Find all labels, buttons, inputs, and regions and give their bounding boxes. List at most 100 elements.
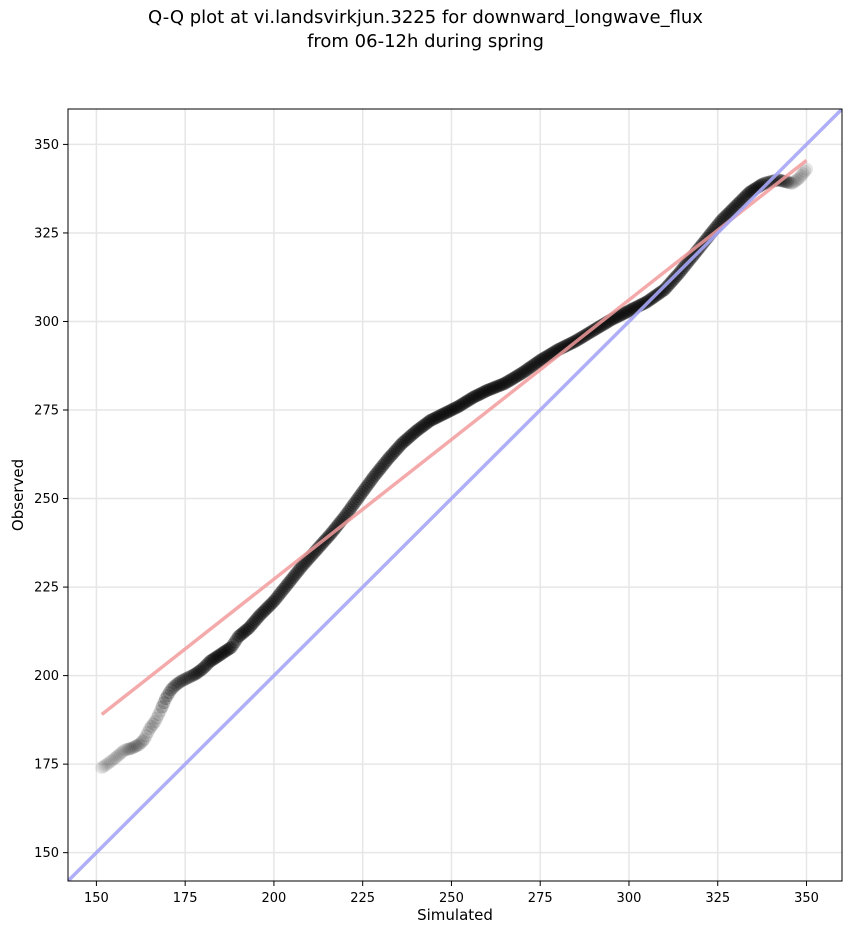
qq-point [436, 407, 450, 421]
qq-point [245, 617, 259, 631]
qq-point [313, 539, 327, 553]
qq-point [390, 442, 404, 456]
y-tick-label: 175 [34, 758, 59, 773]
qq-point [406, 427, 420, 441]
qq-point [194, 663, 208, 677]
qq-point [241, 622, 255, 636]
qq-point [141, 725, 155, 739]
qq-point [414, 421, 428, 435]
qq-point [137, 732, 151, 746]
grid-lines [68, 109, 842, 881]
qq-point [516, 366, 529, 380]
qq-point [448, 401, 462, 415]
qq-point [358, 481, 372, 495]
qq-point [447, 402, 461, 416]
qq-point [341, 505, 355, 519]
qq-point [377, 457, 391, 470]
qq-point [507, 371, 521, 385]
qq-point [284, 573, 298, 587]
qq-point [469, 389, 483, 403]
qq-point [485, 382, 499, 396]
qq-point [171, 676, 185, 690]
qq-point [404, 428, 418, 442]
qq-point [211, 649, 225, 663]
qq-point [201, 656, 215, 670]
qq-point [477, 385, 491, 399]
x-tick-label: 275 [528, 891, 553, 906]
qq-point [442, 404, 456, 418]
qq-point [800, 162, 813, 176]
qq-point [368, 468, 382, 482]
qq-point [250, 612, 264, 626]
qq-point [206, 652, 220, 666]
qq-point [139, 729, 153, 743]
qq-point [228, 635, 242, 649]
qq-point [789, 174, 803, 188]
qq-point [220, 643, 234, 657]
x-tick-label: 200 [262, 891, 287, 906]
plot-area [68, 109, 842, 881]
qq-point [530, 356, 544, 370]
qq-point [370, 466, 383, 480]
qq-point [514, 367, 528, 381]
qq-point [164, 683, 178, 697]
qq-point [113, 747, 127, 761]
qq-point [355, 485, 369, 499]
qq-point [495, 378, 508, 392]
qq-point [400, 433, 413, 446]
qq-point [283, 575, 297, 589]
qq-point [540, 350, 554, 364]
qq-point [248, 614, 262, 628]
qq-point [247, 616, 261, 629]
qq-point [528, 357, 542, 371]
qq-point [352, 490, 366, 504]
qq-point [104, 755, 118, 768]
qq-point [792, 171, 806, 185]
qq-point [524, 360, 537, 374]
qq-point [349, 494, 363, 508]
qq-point [385, 447, 399, 461]
qq-point [347, 496, 361, 510]
qq-point [782, 176, 796, 190]
qq-point [343, 503, 357, 517]
qq-point [272, 588, 286, 602]
qq-point [218, 644, 232, 658]
qq-point [233, 628, 247, 642]
qq-point [116, 744, 130, 758]
qq-point [189, 667, 203, 681]
qq-point [95, 761, 109, 775]
qq-point [662, 277, 676, 291]
qq-point [387, 446, 401, 459]
qq-point [665, 274, 679, 288]
qq-point [160, 689, 174, 703]
y-tick-label: 225 [34, 581, 59, 596]
qq-point [482, 383, 496, 397]
qq-point [430, 411, 443, 424]
qq-point [403, 430, 417, 444]
y-tick-label: 200 [34, 669, 59, 684]
qq-point [157, 696, 171, 710]
qq-point [123, 742, 137, 756]
qq-point [411, 423, 424, 437]
qq-point [426, 412, 440, 426]
qq-point [217, 645, 231, 659]
qq-point [474, 387, 488, 401]
qq-point [242, 621, 256, 635]
qq-point [425, 413, 439, 427]
qq-point [203, 654, 217, 668]
qq-point [504, 373, 518, 387]
x-tick-label: 175 [173, 891, 198, 906]
qq-point [393, 438, 407, 452]
x-tick-label: 225 [350, 891, 375, 906]
qq-point [612, 309, 626, 323]
qq-point [269, 592, 282, 606]
qq-point [536, 352, 550, 365]
qq-point [522, 361, 536, 375]
qq-point [590, 321, 604, 335]
qq-point [200, 658, 213, 672]
qq-point [253, 608, 267, 622]
qq-point [493, 378, 507, 392]
qq-point [275, 584, 289, 598]
qq-point [182, 670, 196, 684]
qq-point [168, 679, 181, 693]
